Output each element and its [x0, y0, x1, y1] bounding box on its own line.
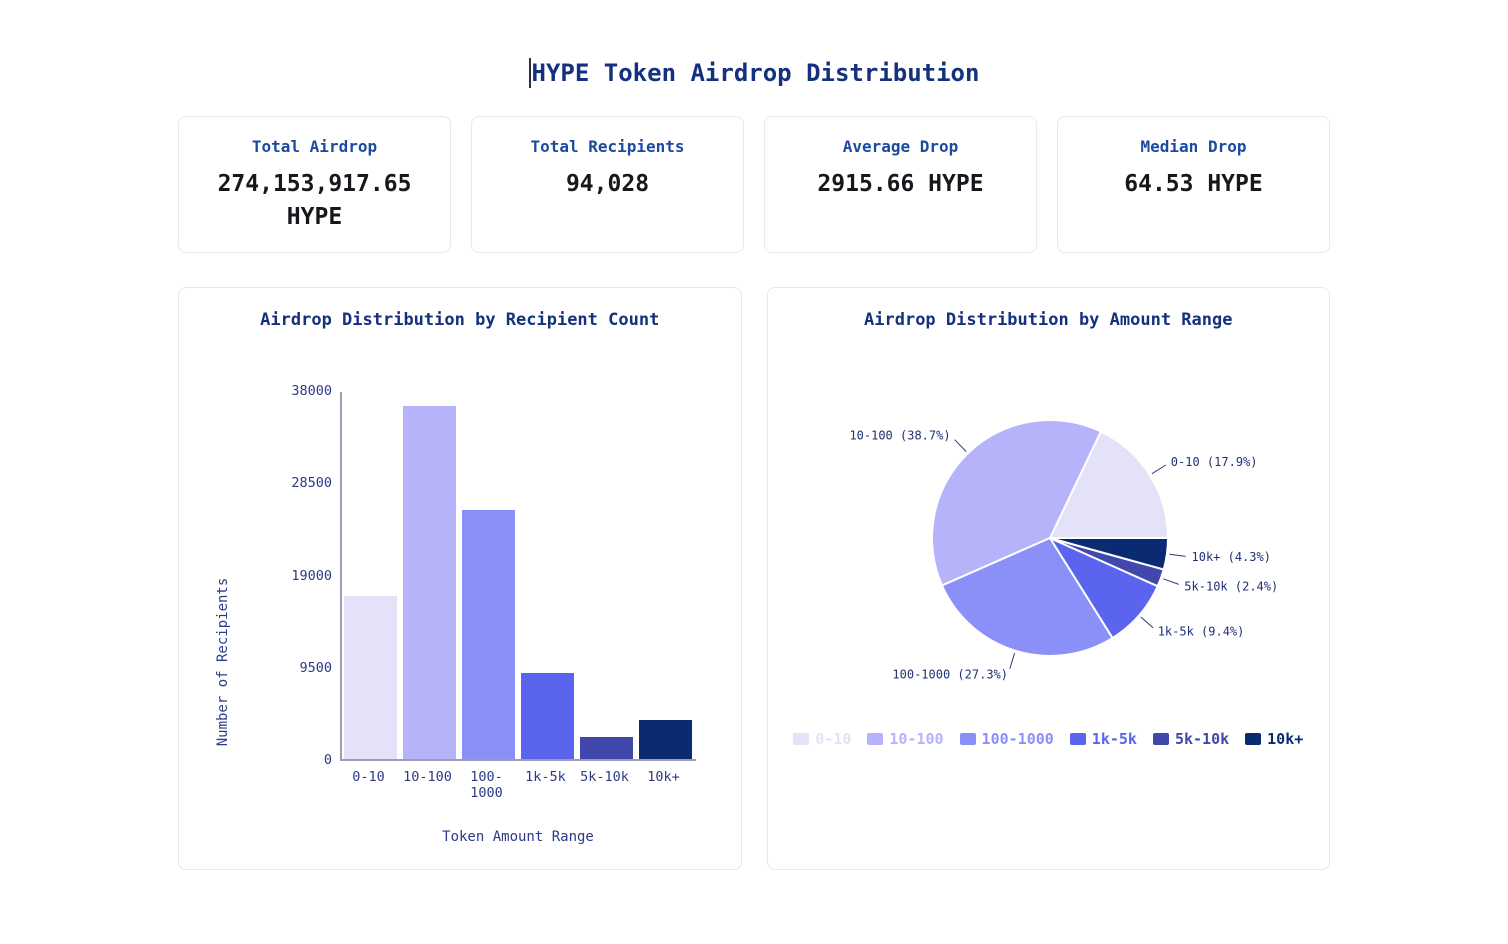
x-tick-5k-10k: 5k-10k: [580, 769, 629, 785]
legend-item-10k+[interactable]: 10k+: [1245, 730, 1303, 748]
stat-card-average-drop: Average Drop 2915.66 HYPE: [764, 116, 1037, 253]
page-header: HYPE Token Airdrop Distribution: [0, 58, 1508, 88]
legend-label-5k-10k: 5k-10k: [1174, 730, 1230, 748]
stat-value: 94,028: [565, 171, 650, 197]
legend-swatch-1k-5k: [1069, 733, 1086, 745]
pie-label-1k-5k: 1k-5k (9.4%): [1157, 625, 1244, 639]
y-tick-38000: 38000: [291, 383, 332, 399]
bar-10k+: [639, 719, 692, 759]
legend-label-1k-5k: 1k-5k: [1091, 730, 1137, 748]
stat-label: Median Drop: [1140, 137, 1247, 156]
bar-0-10: [344, 595, 397, 759]
x-tick-10-100: 10-100: [403, 769, 452, 785]
stat-label: Average Drop: [842, 137, 959, 156]
x-tick-10k+: 10k+: [647, 769, 680, 785]
bar-100-1000: [462, 509, 515, 759]
text-cursor: [528, 58, 531, 88]
y-tick-9500: 9500: [299, 659, 332, 676]
legend-item-100-1000[interactable]: 100-1000: [959, 730, 1054, 748]
stat-label: Total Airdrop: [251, 137, 378, 156]
x-axis-title: Token Amount Range: [442, 829, 594, 845]
legend-item-0-10[interactable]: 0-10: [793, 730, 851, 748]
pie-leader-line-5k-10k: [1162, 578, 1179, 585]
stat-card-total-recipients: Total Recipients 94,028: [471, 116, 744, 253]
legend-swatch-100-1000: [959, 733, 976, 745]
pie-svg: 0-10 (17.9%) 10-100 (38.7%) 100-1000 (27.3…: [849, 418, 1278, 682]
y-tick-0: 0: [323, 752, 332, 768]
bar-chart-title: Airdrop Distribution by Recipient Count: [260, 310, 660, 330]
stat-value: 274,153,917.65 HYPE: [217, 171, 412, 231]
stat-value: 2915.66 HYPE: [817, 171, 984, 197]
pie-slice-100-1000: [940, 537, 1114, 657]
legend-swatch-10-100: [867, 733, 884, 745]
legend-label-0-10: 0-10: [815, 730, 852, 748]
bar-10-100: [403, 405, 456, 759]
x-tick-100-1000: 100-1000: [470, 769, 503, 801]
legend-label-100-1000: 100-1000: [981, 730, 1054, 748]
y-tick-19000: 19000: [291, 567, 332, 584]
pie-label-100-1000: 100-1000 (27.3%): [892, 668, 1008, 682]
pie-slice-0-10: [1048, 430, 1169, 539]
pie-label-10k+: 10k+ (4.3%): [1191, 550, 1270, 564]
pie-leader-line-0-10: [1151, 464, 1166, 475]
x-tick-1k-5k: 1k-5k: [525, 769, 566, 785]
stat-card-median-drop: Median Drop 64.53 HYPE: [1057, 116, 1330, 253]
bar-plot: 0 9500 19000 28500 38000: [291, 383, 696, 768]
stat-label: Total Recipients: [530, 137, 685, 156]
charts-row: Airdrop Distribution by Recipient Count …: [178, 287, 1330, 870]
y-tick-28500: 28500: [291, 475, 332, 492]
pie-legend: 0-10 10-100 100-1000 1k-5k 5k-10k 10k+: [768, 730, 1330, 748]
stat-card-total-airdrop: Total Airdrop 274,153,917.65 HYPE: [178, 116, 451, 253]
bar-chart-card: Airdrop Distribution by Recipient Count …: [178, 287, 742, 870]
pie-label-0-10: 0-10 (17.9%): [1170, 455, 1257, 469]
pie-chart-title: Airdrop Distribution by Amount Range: [864, 310, 1233, 330]
pie-slice-10k+: [1048, 537, 1169, 571]
pie-leader-line-1k-5k: [1139, 616, 1154, 629]
pie-label-10-100: 10-100 (38.7%): [849, 429, 950, 443]
pie-chart-card: Airdrop Distribution by Amount Range 0-1…: [766, 287, 1330, 870]
bar-5k-10k: [580, 737, 633, 759]
pie-leader-line-100-1000: [1008, 652, 1015, 669]
legend-item-1k-5k[interactable]: 1k-5k: [1069, 730, 1137, 748]
legend-swatch-5k-10k: [1152, 733, 1169, 745]
legend-swatch-10k+: [1245, 733, 1262, 745]
legend-swatch-0-10: [793, 733, 810, 745]
bar-1k-5k: [521, 673, 574, 759]
stats-row: Total Airdrop 274,153,917.65 HYPE Total …: [178, 116, 1330, 253]
legend-item-5k-10k[interactable]: 5k-10k: [1152, 730, 1230, 748]
legend-label-10k+: 10k+: [1267, 730, 1304, 748]
x-ticks: 0-10 10-100 100-1000 1k-5k 5k-10k 10k+: [340, 769, 696, 801]
pie-leader-line-10-100: [953, 439, 967, 452]
pie-leader-line-10k+: [1168, 553, 1186, 557]
stat-value: 64.53 HYPE: [1124, 171, 1263, 197]
pie-label-5k-10k: 5k-10k (2.4%): [1184, 579, 1278, 593]
legend-item-10-100[interactable]: 10-100: [867, 730, 944, 748]
legend-label-10-100: 10-100: [889, 730, 944, 748]
pie-slice-10-100: [930, 418, 1102, 587]
y-axis-title: Number of Recipients: [215, 577, 231, 747]
x-tick-0-10: 0-10: [352, 769, 385, 785]
page-title[interactable]: HYPE Token Airdrop Distribution: [531, 59, 980, 87]
